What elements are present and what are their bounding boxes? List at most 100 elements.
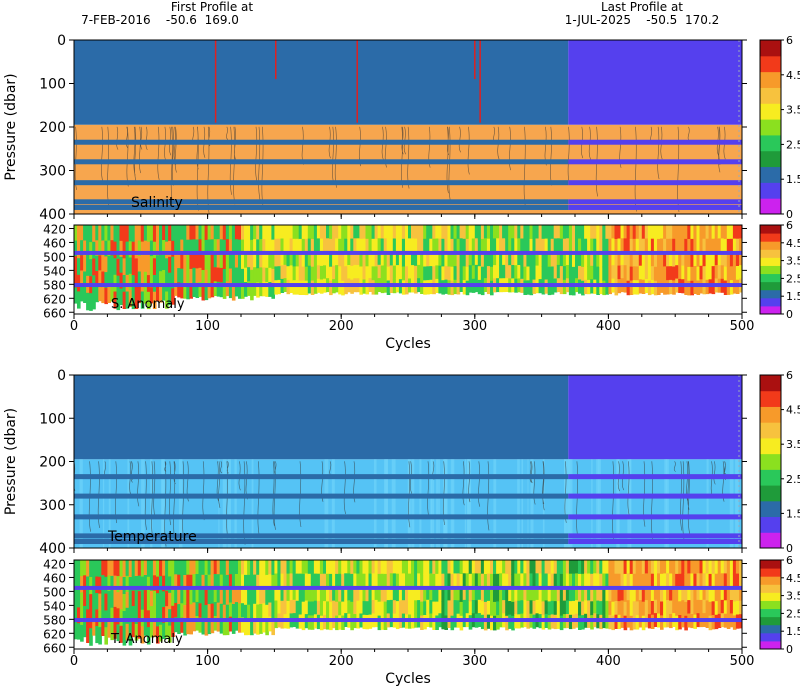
anomaly-cell <box>426 573 430 588</box>
anomaly-cell <box>629 573 634 589</box>
temperature-streak <box>521 459 524 548</box>
anomaly-cell <box>180 574 184 590</box>
anomaly-cell <box>143 256 148 273</box>
anomaly-cell <box>556 587 561 602</box>
anomaly-cell <box>83 606 87 622</box>
anomaly-cell <box>265 267 269 283</box>
anomaly-cell <box>696 586 701 601</box>
anomaly-cell <box>134 576 139 593</box>
anomaly-cell <box>95 560 99 578</box>
x-tick-label: 100 <box>195 319 220 334</box>
anomaly-cell <box>459 264 464 279</box>
anomaly-cell <box>386 560 391 574</box>
y-tick-label: 100 <box>39 411 66 427</box>
anomaly-cell <box>165 560 169 576</box>
anomaly-cell <box>538 238 543 253</box>
anomaly-cell <box>714 560 719 575</box>
anomaly-cell <box>295 280 300 295</box>
anomaly-cell <box>626 280 631 296</box>
anomaly-cell <box>253 574 257 590</box>
anomaly-cell <box>350 587 354 603</box>
anomaly-cell <box>168 288 172 306</box>
anomaly-cell <box>641 238 646 253</box>
anomaly-cell <box>584 560 588 574</box>
anomaly-cell <box>146 627 151 645</box>
anomaly-cell <box>474 600 479 615</box>
colorbar-swatch <box>760 55 781 73</box>
anomaly-cell <box>137 560 142 577</box>
anomaly-cell <box>201 240 206 256</box>
anomaly-cell <box>186 560 190 576</box>
anomaly-cell <box>234 239 239 254</box>
y-tick-label: 300 <box>39 498 66 514</box>
temperature-streak <box>627 459 631 548</box>
anomaly-cell <box>162 225 166 241</box>
anomaly-cell <box>116 624 121 642</box>
anomaly-cell <box>295 600 300 615</box>
anomaly-cell <box>219 560 224 576</box>
anomaly-cell <box>374 599 379 614</box>
anomaly-cell <box>380 252 385 267</box>
anomaly-cell <box>395 238 400 253</box>
anomaly-cell <box>578 225 582 240</box>
anomaly-cell <box>216 616 221 632</box>
anomaly-cell <box>104 627 108 645</box>
anomaly-cell <box>565 225 570 239</box>
temperature-streak <box>331 459 335 548</box>
anomaly-cell <box>304 280 309 296</box>
anomaly-cell <box>195 282 200 298</box>
anomaly-cell <box>641 225 646 240</box>
anomaly-cell <box>125 258 130 276</box>
anomaly-cell <box>310 280 315 295</box>
anomaly-cell <box>629 601 634 617</box>
anomaly-cell <box>502 225 506 239</box>
anomaly-cell <box>529 238 534 254</box>
anomaly-cell <box>702 560 707 574</box>
anomaly-cell <box>168 592 172 610</box>
anomaly-cell <box>739 265 742 280</box>
anomaly-cell <box>568 280 573 296</box>
anomaly-cell <box>486 560 491 575</box>
anomaly-cell <box>228 239 233 255</box>
anomaly-cell <box>204 620 209 636</box>
stripe-after <box>568 533 742 539</box>
temperature-streak <box>530 459 534 548</box>
anomaly-cell <box>705 586 710 601</box>
anomaly-cell <box>119 272 124 290</box>
anomaly-cell <box>377 587 382 603</box>
anomaly-cell <box>678 225 682 240</box>
anomaly-cell <box>660 265 664 280</box>
anomaly-cell <box>359 238 363 254</box>
anomaly-cell <box>380 560 385 575</box>
anomaly-cell <box>493 574 497 589</box>
anomaly-cell <box>702 586 707 601</box>
anomaly-cell <box>186 574 190 590</box>
anomaly-cell <box>329 225 333 240</box>
anomaly-cell <box>101 225 105 242</box>
anomaly-cell <box>699 252 704 267</box>
anomaly-cell <box>502 251 506 266</box>
anomaly-cell <box>110 591 114 609</box>
anomaly-cell <box>490 601 494 617</box>
anomaly-cell <box>508 560 512 575</box>
anomaly-cell <box>292 225 297 240</box>
anomaly-cell <box>301 587 306 603</box>
anomaly-cell <box>526 587 530 602</box>
anomaly-cell <box>271 268 275 285</box>
anomaly-cell <box>140 626 145 644</box>
anomaly-cell <box>578 238 582 253</box>
anomaly-cell <box>547 238 552 254</box>
anomaly-cell <box>450 587 455 603</box>
anomaly-cell <box>505 225 509 239</box>
anomaly-cell <box>371 238 376 254</box>
anomaly-cell <box>140 593 145 611</box>
anomaly-cell <box>423 252 427 267</box>
anomaly-cell <box>338 587 342 603</box>
anomaly-cell <box>377 264 382 279</box>
anomaly-cell <box>408 587 412 602</box>
anomaly-cell <box>423 280 427 295</box>
anomaly-cell <box>295 573 300 588</box>
anomaly-cell <box>338 225 342 240</box>
anomaly-cell <box>644 560 649 574</box>
anomaly-cell <box>286 279 291 295</box>
